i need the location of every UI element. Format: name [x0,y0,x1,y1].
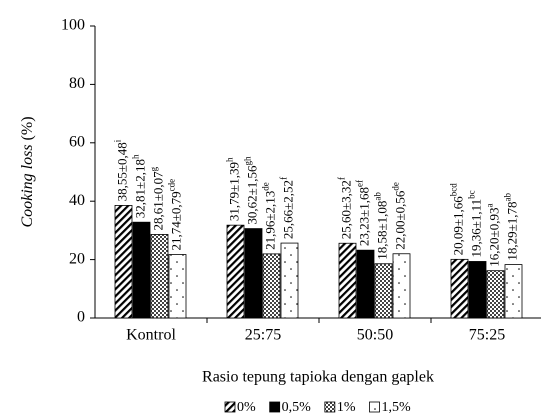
value-label-text: 18,58±1,08 [374,201,389,260]
value-label-text: 32,81±2,18 [132,159,147,218]
x-axis-label: Rasio tepung tapioka dengan gaplek [202,369,434,386]
value-label-text: 28,61±0,07 [150,171,165,231]
y-tick-label: 80 [69,75,85,92]
legend-swatch [369,401,380,413]
value-label: 20,09±1,66bcd [449,183,466,256]
significance-letter: g [149,166,159,171]
value-label: 25,66±2,52f [279,177,296,239]
legend-label: 0% [237,400,256,415]
value-label: 32,81±2,18h [131,154,148,218]
bar [338,242,357,319]
value-label: 18,29±1,78ab [503,192,520,260]
value-label-text: 19,36±1,11 [468,199,483,258]
y-tick-label: 100 [61,17,85,34]
value-label-text: 30,62±1,56 [244,165,259,225]
x-tick-label: Kontrol [126,327,176,344]
legend-label: 1% [337,400,356,415]
significance-letter: ab [503,192,513,201]
value-label-text: 21,74±0,79 [168,191,183,250]
significance-letter: f [337,177,347,180]
bar [356,249,375,319]
significance-letter: h [225,157,235,162]
significance-letter: a [485,204,495,208]
x-tick-label: 25:75 [245,327,281,344]
significance-letter: de [261,182,271,191]
significance-letter: bcd [449,183,459,196]
bar [374,263,393,319]
significance-letter: i [113,139,123,142]
value-label: 23,23±1,68ef [355,180,372,246]
bar [504,264,523,319]
bar [486,270,505,319]
value-label: 18,58±1,08ab [373,192,390,260]
significance-letter: gh [243,156,253,166]
bar [280,242,299,319]
value-label-text: 16,20±0,93 [486,208,501,267]
value-label: 28,61±0,07g [149,166,166,230]
significance-letter: de [391,182,401,191]
significance-letter: cde [167,179,177,192]
significance-letter: ef [355,180,365,187]
x-tick-label: 50:50 [357,327,393,344]
y-tick-label: 20 [69,250,85,267]
bar [114,205,133,319]
value-label-text: 18,29±1,78 [504,201,519,260]
value-label-text: 25,60±3,32 [338,180,353,239]
bar [150,234,169,319]
legend-swatch [269,401,281,413]
value-label: 16,20±0,93a [485,204,502,267]
y-tick-label: 60 [69,133,85,150]
y-tick-label: 0 [77,309,85,326]
x-tick-label: 75:25 [469,327,505,344]
value-label-text: 31,79±1,39 [226,162,241,221]
legend-swatch [324,401,336,413]
value-label: 31,79±1,39h [225,157,242,221]
bar [450,258,469,319]
legend-label: 0,5% [282,400,312,415]
bar [132,221,151,319]
value-label: 21,96±2,13de [261,182,278,250]
value-label-text: 23,23±1,68 [356,187,371,246]
value-label-text: 25,66±2,52 [280,180,295,239]
bar [168,254,187,319]
value-label: 22,00±0,56de [391,182,408,250]
value-label-text: 22,00±0,56 [392,190,407,250]
value-label: 19,36±1,11bc [467,190,484,257]
bar [226,224,245,319]
value-label: 38,55±0,48i [113,139,130,201]
significance-letter: h [131,154,141,159]
value-label-text: 20,09±1,66 [450,196,465,256]
legend-swatch [224,401,236,413]
value-label: 25,60±3,32f [337,177,354,239]
bar [468,261,487,319]
bar [244,228,263,319]
significance-letter: ab [373,192,383,201]
value-label-text: 38,55±0,48 [114,142,129,201]
legend-label: 1,5% [382,400,412,415]
y-axis-label: Cooking loss (%) [19,116,36,227]
value-label: 21,74±0,79cde [167,179,184,251]
y-tick-label: 40 [69,192,85,209]
value-label-text: 21,96±2,13 [262,191,277,250]
value-label: 30,62±1,56gh [243,156,260,225]
significance-letter: bc [467,190,477,199]
significance-letter: f [279,177,289,180]
bar [392,253,411,319]
bar [262,253,281,319]
